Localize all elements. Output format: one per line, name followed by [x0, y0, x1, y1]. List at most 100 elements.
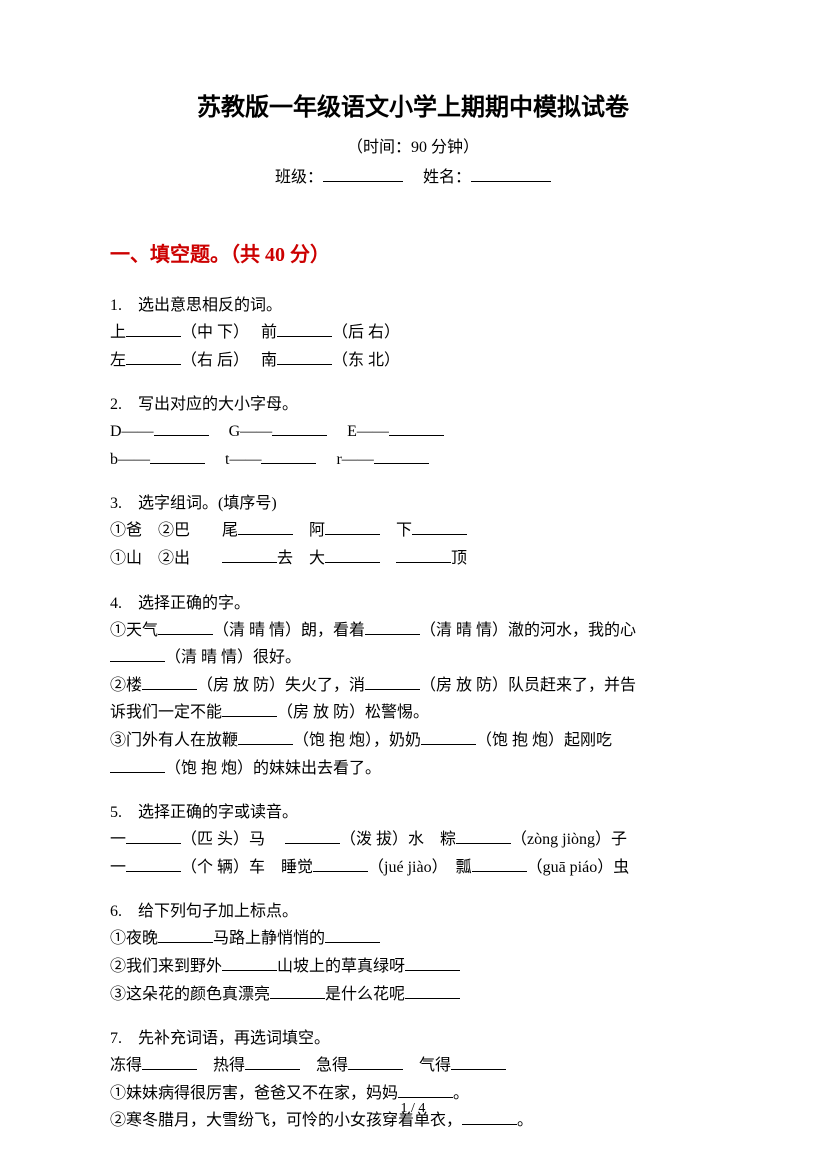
q1-text: （东 北）: [332, 352, 400, 369]
q6-text: 是什么花呢: [325, 986, 405, 1003]
q4-num: 4.: [110, 595, 138, 612]
exam-subtitle: （时间：90 分钟）: [110, 136, 716, 160]
q7-title: 先补充词语，再选词填空。: [138, 1030, 330, 1047]
name-label: 姓名：: [423, 169, 471, 186]
blank[interactable]: [126, 321, 181, 337]
q4-text: （饱 抱 炮）的妹妹出去看了。: [165, 760, 381, 777]
q7-text: 气得: [403, 1057, 451, 1074]
blank[interactable]: [245, 1054, 300, 1070]
blank[interactable]: [261, 448, 316, 464]
q5-text: （泼 拔）水 粽: [340, 831, 456, 848]
q1-title: 选出意思相反的词。: [138, 297, 282, 314]
q2-text: t——: [205, 451, 261, 468]
blank[interactable]: [142, 1054, 197, 1070]
class-label: 班级：: [275, 169, 323, 186]
q3-title: 选字组词。(填序号): [138, 495, 277, 512]
q4-text: （房 放 防）松警惕。: [277, 704, 429, 721]
q4-text: （饱 抱 炮）起刚吃: [476, 732, 612, 749]
q6-text: ①夜晚: [110, 930, 158, 947]
blank[interactable]: [396, 547, 451, 563]
blank[interactable]: [325, 927, 380, 943]
blank[interactable]: [405, 955, 460, 971]
q5-text: 一: [110, 859, 126, 876]
blank[interactable]: [272, 420, 327, 436]
question-1: 1. 选出意思相反的词。 上（中 下） 前（后 右） 左（右 后） 南（东 北）: [110, 294, 716, 373]
q2-text: b——: [110, 451, 150, 468]
q7-num: 7.: [110, 1030, 138, 1047]
blank[interactable]: [389, 420, 444, 436]
q6-title: 给下列句子加上标点。: [138, 903, 298, 920]
q1-text: （后 右）: [332, 324, 400, 341]
blank[interactable]: [365, 619, 420, 635]
blank[interactable]: [277, 349, 332, 365]
q4-text: （清 晴 情）澈的河水，我的心: [420, 622, 636, 639]
q3-text: 去 大: [277, 550, 325, 567]
q3-text: [380, 550, 396, 567]
question-5: 5. 选择正确的字或读音。 一（匹 头）马 （泼 拔）水 粽（zòng jiòn…: [110, 801, 716, 880]
q1-text: 上: [110, 324, 126, 341]
blank[interactable]: [412, 519, 467, 535]
blank[interactable]: [150, 448, 205, 464]
q6-text: ②我们来到野外: [110, 958, 222, 975]
q4-text: （房 放 防）队员赶来了，并告: [420, 677, 636, 694]
blank[interactable]: [313, 856, 368, 872]
blank[interactable]: [110, 646, 165, 662]
q1-num: 1.: [110, 297, 138, 314]
blank[interactable]: [456, 828, 511, 844]
q5-text: 一: [110, 831, 126, 848]
blank[interactable]: [158, 619, 213, 635]
blank[interactable]: [222, 955, 277, 971]
name-blank[interactable]: [471, 166, 551, 182]
blank[interactable]: [222, 701, 277, 717]
q5-text: （guā piáo）虫: [527, 859, 630, 876]
q4-text: ③门外有人在放鞭: [110, 732, 238, 749]
blank[interactable]: [142, 674, 197, 690]
blank[interactable]: [374, 448, 429, 464]
blank[interactable]: [126, 349, 181, 365]
q2-text: E——: [327, 423, 389, 440]
blank[interactable]: [405, 983, 460, 999]
blank[interactable]: [238, 519, 293, 535]
page-number: 1 / 4: [0, 1098, 826, 1119]
section-1-title: 一、填空题。（共 40 分）: [110, 240, 716, 270]
question-2: 2. 写出对应的大小字母。 D—— G—— E—— b—— t—— r——: [110, 393, 716, 472]
blank[interactable]: [126, 856, 181, 872]
q2-text: D——: [110, 423, 154, 440]
blank[interactable]: [238, 729, 293, 745]
blank[interactable]: [126, 828, 181, 844]
q3-text: ①爸 ②巴 尾: [110, 522, 238, 539]
q5-text: （个 辆）车 睡觉: [181, 859, 313, 876]
class-blank[interactable]: [323, 166, 403, 182]
q3-text: ①山 ②出: [110, 550, 222, 567]
q3-text: 下: [380, 522, 412, 539]
blank[interactable]: [325, 519, 380, 535]
q4-text: 诉我们一定不能: [110, 704, 222, 721]
exam-title: 苏教版一年级语文小学上期期中模拟试卷: [110, 90, 716, 126]
blank[interactable]: [398, 1082, 453, 1098]
q6-text: 山坡上的草真绿呀: [277, 958, 405, 975]
q3-num: 3.: [110, 495, 138, 512]
blank[interactable]: [472, 856, 527, 872]
blank[interactable]: [365, 674, 420, 690]
q7-text: 急得: [300, 1057, 348, 1074]
q4-title: 选择正确的字。: [138, 595, 250, 612]
blank[interactable]: [285, 828, 340, 844]
q6-num: 6.: [110, 903, 138, 920]
q3-text: 阿: [293, 522, 325, 539]
q2-text: G——: [209, 423, 273, 440]
q4-text: ②楼: [110, 677, 142, 694]
blank[interactable]: [222, 547, 277, 563]
blank[interactable]: [325, 547, 380, 563]
blank[interactable]: [110, 757, 165, 773]
blank[interactable]: [158, 927, 213, 943]
q1-text: 左: [110, 352, 126, 369]
blank[interactable]: [421, 729, 476, 745]
blank[interactable]: [348, 1054, 403, 1070]
q7-text: 冻得: [110, 1057, 142, 1074]
blank[interactable]: [277, 321, 332, 337]
blank[interactable]: [154, 420, 209, 436]
blank[interactable]: [451, 1054, 506, 1070]
question-3: 3. 选字组词。(填序号) ①爸 ②巴 尾 阿 下 ①山 ②出 去 大 顶: [110, 492, 716, 571]
q3-text: 顶: [451, 550, 467, 567]
blank[interactable]: [270, 983, 325, 999]
